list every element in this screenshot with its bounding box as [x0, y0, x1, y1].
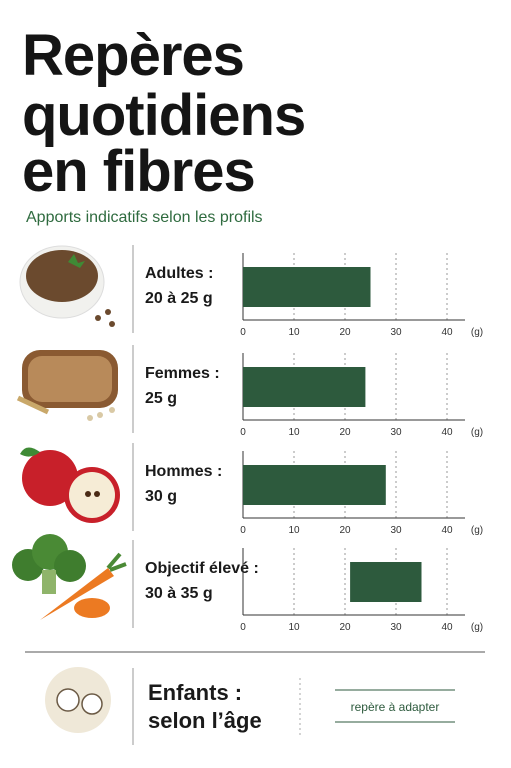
row-label: Objectif élevé : — [145, 560, 259, 577]
bar — [243, 367, 366, 407]
x-tick-label: 30 — [390, 427, 402, 438]
row-label: Femmes : — [145, 365, 220, 382]
row-label: 30 g — [145, 488, 177, 505]
x-tick-label: 10 — [288, 427, 300, 438]
x-tick-label: 20 — [339, 622, 351, 633]
x-tick-label: 0 — [240, 622, 246, 633]
row-label: 20 à 25 g — [145, 290, 213, 307]
subtitle: Apports indicatifs selon les profils — [26, 209, 263, 226]
x-tick-label: 10 — [288, 622, 300, 633]
axis-unit: (g) — [471, 622, 483, 633]
bar — [243, 267, 371, 307]
footer-note: repère à adapter — [351, 700, 440, 714]
x-tick-label: 30 — [390, 525, 402, 536]
axis-unit: (g) — [471, 525, 483, 536]
x-tick-label: 30 — [390, 622, 402, 633]
x-tick-label: 20 — [339, 427, 351, 438]
x-tick-label: 0 — [240, 525, 246, 536]
broccoli-carrot — [12, 534, 127, 620]
x-tick-label: 40 — [441, 622, 453, 633]
x-tick-label: 10 — [288, 327, 300, 338]
x-tick-label: 0 — [240, 327, 246, 338]
x-tick-label: 10 — [288, 525, 300, 536]
x-tick-label: 40 — [441, 327, 453, 338]
x-tick-label: 40 — [441, 525, 453, 536]
children-icon — [45, 667, 111, 733]
title-line: Repères — [22, 23, 244, 88]
apples — [20, 447, 120, 523]
x-tick-label: 0 — [240, 427, 246, 438]
row-label: 25 g — [145, 390, 177, 407]
title-line: en fibres — [22, 139, 255, 204]
x-tick-label: 30 — [390, 327, 402, 338]
title-line: quotidiens — [22, 83, 305, 148]
bread — [16, 350, 118, 421]
x-tick-label: 20 — [339, 525, 351, 536]
footer-label: selon l’âge — [148, 708, 262, 733]
x-tick-label: 20 — [339, 327, 351, 338]
bar — [243, 465, 386, 505]
row-label: Adultes : — [145, 265, 213, 282]
x-tick-label: 40 — [441, 427, 453, 438]
bar — [350, 562, 422, 602]
axis-unit: (g) — [471, 327, 483, 338]
axis-unit: (g) — [471, 427, 483, 438]
lentils-bowl — [19, 245, 115, 327]
row-label: Hommes : — [145, 463, 222, 480]
row-label: 30 à 35 g — [145, 585, 213, 602]
footer-label: Enfants : — [148, 680, 242, 705]
